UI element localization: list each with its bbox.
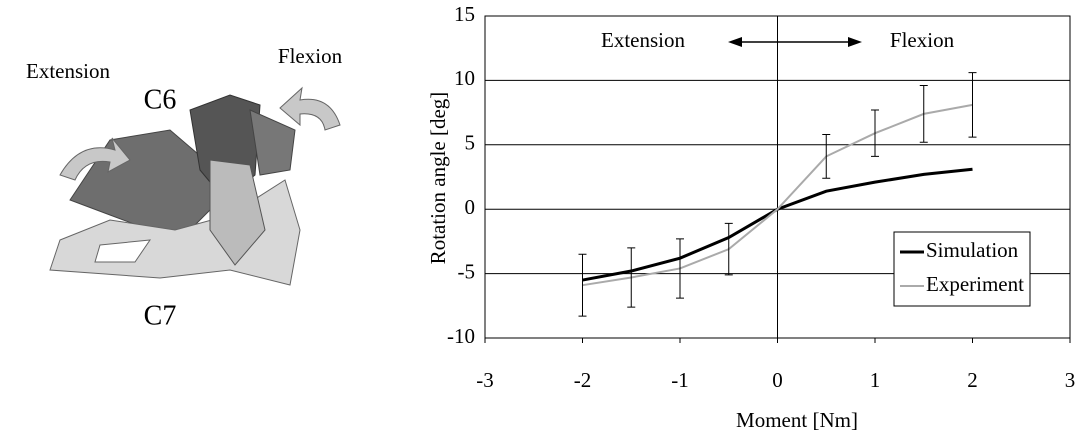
x-tick-label: 3 — [1065, 368, 1076, 392]
arrow-head — [728, 37, 742, 47]
error-bar — [676, 238, 684, 299]
c6-facet — [249, 109, 296, 176]
illustration-label: Extension — [26, 59, 110, 83]
illustration-label: C6 — [144, 84, 177, 115]
annotation: Extension — [601, 28, 685, 52]
y-tick-label: 5 — [465, 131, 476, 155]
vertebrae-illustration: Extension Flexion C6 C7 — [26, 44, 343, 332]
x-tick-label: 2 — [967, 368, 978, 392]
foramen — [94, 239, 152, 263]
c7-lamina — [209, 159, 266, 266]
x-tick-label: -1 — [671, 368, 689, 392]
y-tick-label: -10 — [447, 324, 475, 348]
y-tick-label: 10 — [454, 66, 475, 90]
y-tick-label: -5 — [458, 259, 476, 283]
y-axis-label: Rotation angle [deg] — [426, 92, 450, 265]
error-bar — [627, 247, 636, 308]
extension-arrow — [59, 137, 131, 181]
legend-box — [893, 231, 1031, 307]
error-bar — [822, 133, 831, 179]
y-tick-label: 0 — [465, 195, 476, 219]
x-tick-label: 1 — [870, 368, 881, 392]
x-tick-label: -3 — [476, 368, 494, 392]
error-bar — [919, 85, 928, 143]
error-bar — [724, 222, 733, 276]
legend-label: Simulation — [926, 238, 1019, 262]
legend-label: Experiment — [926, 272, 1024, 296]
illustration-label: Flexion — [278, 44, 343, 68]
error-bar — [578, 253, 587, 317]
error-bar — [968, 72, 977, 138]
illustration-label: C7 — [144, 300, 177, 331]
x-tick-label: -2 — [574, 368, 592, 392]
flexion-arrow — [279, 86, 341, 131]
x-axis-label: Moment [Nm] — [736, 408, 858, 432]
error-bar — [871, 109, 879, 157]
arrow-head — [848, 37, 862, 47]
annotation: Flexion — [890, 28, 955, 52]
x-tick-label: 0 — [772, 368, 783, 392]
series-line — [582, 103, 973, 287]
y-tick-label: 15 — [454, 2, 475, 26]
c6-body — [69, 129, 216, 241]
